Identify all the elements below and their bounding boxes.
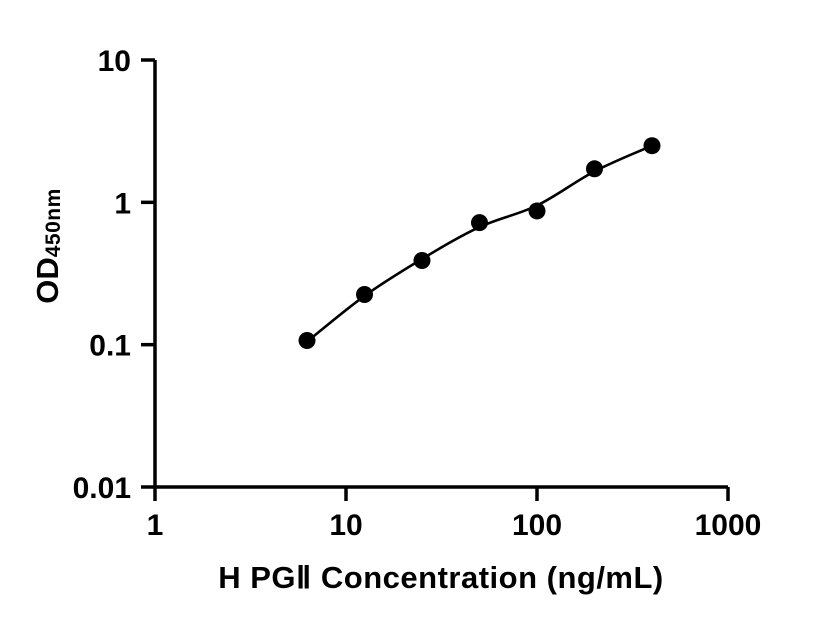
fit-line (305, 144, 654, 343)
data-point (356, 286, 374, 304)
data-point (298, 331, 316, 349)
axis-spines (153, 60, 728, 489)
data-point (413, 252, 431, 270)
y-tick-label: 1 (114, 187, 131, 220)
x-tick-label: 1 (147, 509, 164, 542)
y-tick-label: 0.1 (89, 330, 131, 363)
data-point (471, 214, 489, 232)
x-tick-label: 100 (512, 509, 562, 542)
data-point (585, 160, 603, 178)
y-axis-label: OD450nm (27, 141, 69, 351)
y-axis-label-subscript: 450nm (42, 188, 65, 258)
y-tick-label: 10 (98, 45, 131, 78)
x-axis-label: H PGⅡ Concentration (ng/mL) (218, 560, 664, 595)
x-tick-label: 10 (329, 509, 362, 542)
data-point (643, 137, 661, 155)
y-tick-label: 0.01 (73, 472, 131, 505)
data-point (528, 202, 546, 220)
x-tick-label: 1000 (695, 509, 762, 542)
y-axis-label-main: OD (30, 257, 65, 304)
